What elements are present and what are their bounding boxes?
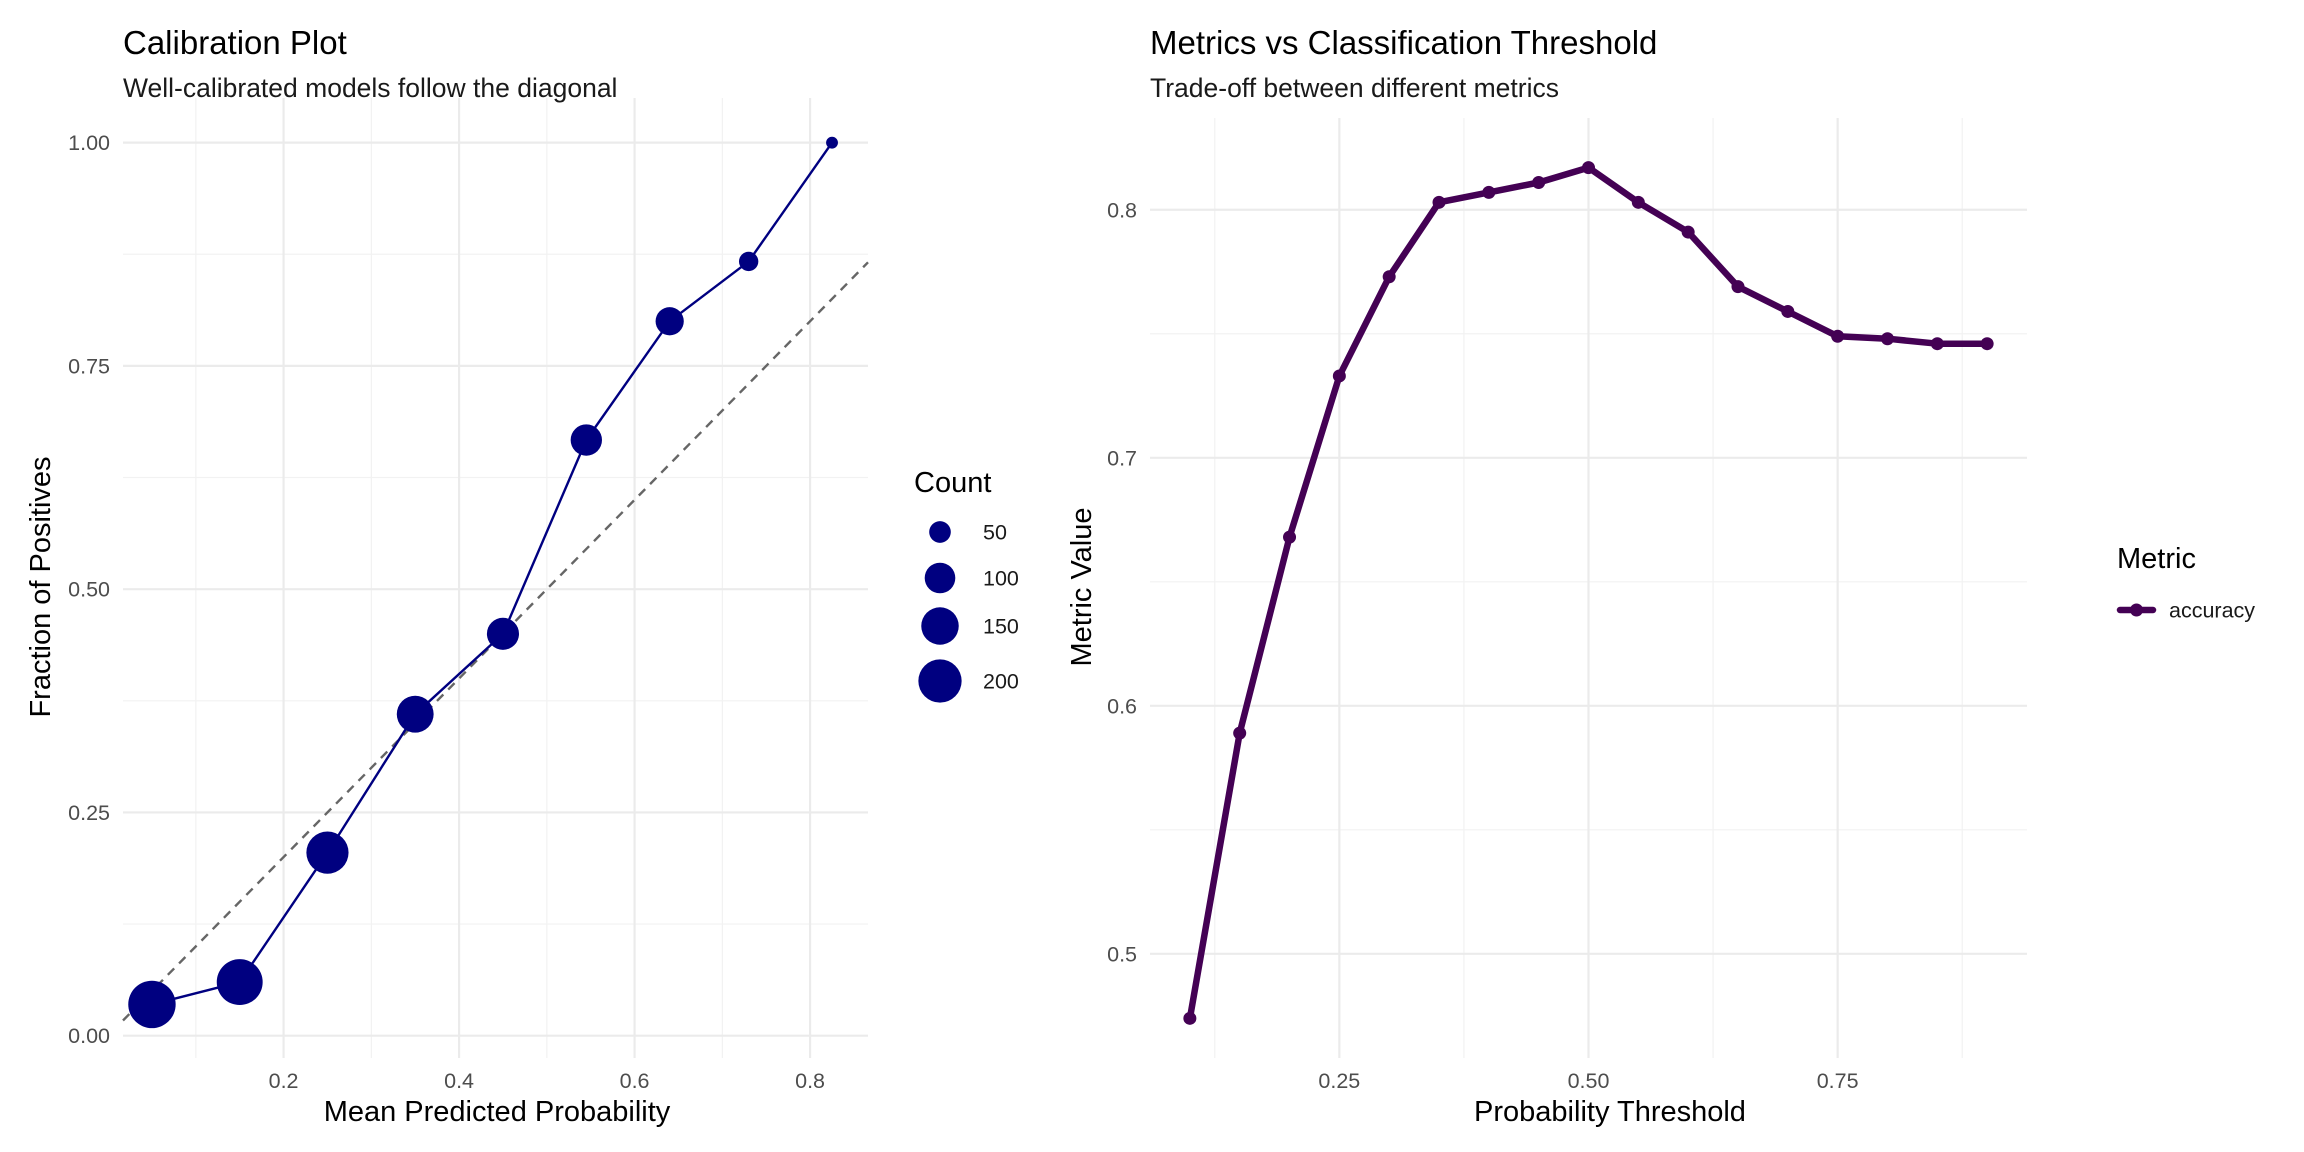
metrics-x-axis-title: Probability Threshold [1474, 1096, 1746, 1128]
x-tick-label: 0.4 [444, 1069, 474, 1093]
calibration-point [570, 424, 602, 456]
y-tick-label: 0.75 [68, 354, 110, 378]
accuracy-point [1233, 726, 1247, 740]
accuracy-point [1880, 332, 1894, 346]
metrics-plot-subtitle: Trade-off between different metrics [1150, 73, 1559, 103]
metrics-plot-title: Metrics vs Classification Threshold [1150, 24, 1657, 61]
accuracy-point [1482, 185, 1496, 199]
y-tick-label: 0.7 [1107, 446, 1137, 470]
count-legend-key [921, 607, 959, 645]
count-legend-key [918, 659, 962, 703]
metric-legend: Metric accuracy [2116, 543, 2255, 623]
metrics-x-ticks: 0.25 0.50 0.75 [1318, 1069, 1858, 1093]
count-legend-key [929, 521, 951, 543]
count-legend-title: Count [914, 467, 991, 499]
calibration-point [486, 617, 520, 650]
y-tick-label: 0.5 [1107, 942, 1137, 966]
calibration-point [826, 136, 838, 149]
accuracy-point [1382, 270, 1396, 284]
count-legend-label: 150 [983, 615, 1019, 639]
calibration-plot-subtitle: Well-calibrated models follow the diagon… [123, 73, 617, 103]
accuracy-point [1831, 329, 1845, 343]
count-legend-label: 200 [983, 670, 1019, 694]
x-tick-label: 0.2 [269, 1069, 299, 1093]
metrics-grid [1150, 118, 2027, 1058]
y-tick-label: 0.8 [1107, 198, 1137, 222]
count-legend-label: 50 [983, 521, 1007, 545]
y-tick-label: 0.00 [68, 1024, 110, 1048]
x-tick-label: 0.75 [1817, 1069, 1859, 1093]
y-tick-label: 0.6 [1107, 694, 1137, 718]
calibration-plot-title: Calibration Plot [123, 24, 347, 61]
count-legend-key [924, 562, 956, 594]
metric-legend-items: accuracy [2116, 599, 2255, 623]
y-tick-label: 0.50 [68, 578, 110, 602]
accuracy-point [1731, 280, 1745, 294]
calibration-point [306, 831, 349, 874]
metrics-series [1183, 161, 1994, 1025]
metric-legend-label: accuracy [2169, 599, 2255, 623]
calibration-point [655, 307, 684, 336]
accuracy-point [1582, 161, 1595, 175]
accuracy-point [1432, 195, 1446, 209]
metric-legend-key-point [2130, 603, 2143, 617]
accuracy-point [1980, 337, 1994, 351]
count-legend-label: 100 [983, 567, 1019, 591]
count-legend-items: 50 100 150 200 [918, 521, 1019, 703]
x-tick-label: 0.50 [1568, 1069, 1610, 1093]
calibration-y-axis-title: Fraction of Positives [25, 456, 57, 717]
accuracy-point [1781, 304, 1795, 318]
calibration-x-ticks: 0.2 0.4 0.6 0.8 [269, 1069, 825, 1093]
calibration-point [128, 980, 176, 1029]
metrics-y-ticks: 0.5 0.6 0.7 0.8 [1107, 198, 1137, 966]
accuracy-point [1332, 369, 1346, 383]
y-tick-label: 1.00 [68, 131, 110, 155]
calibration-series [128, 136, 838, 1029]
y-tick-label: 0.25 [68, 801, 110, 825]
metric-legend-title: Metric [2117, 543, 2196, 575]
x-tick-label: 0.25 [1318, 1069, 1360, 1093]
calibration-plot-panel: Calibration Plot Well-calibrated models … [25, 24, 1019, 1128]
metrics-y-axis-title: Metric Value [1066, 507, 1098, 666]
calibration-x-axis-title: Mean Predicted Probability [324, 1096, 671, 1128]
accuracy-point [1532, 175, 1546, 189]
calibration-point [738, 251, 759, 272]
accuracy-point [1283, 530, 1297, 544]
metrics-plot-panel: Metrics vs Classification Threshold Trad… [1066, 24, 2255, 1128]
accuracy-point [1183, 1011, 1197, 1025]
accuracy-point [1681, 225, 1695, 239]
calibration-point [216, 959, 263, 1006]
count-legend: Count 50 100 150 200 [914, 467, 1019, 703]
x-tick-label: 0.8 [795, 1069, 825, 1093]
accuracy-point [1631, 195, 1645, 209]
calibration-y-ticks: 0.00 0.25 0.50 0.75 1.00 [68, 131, 110, 1048]
accuracy-point [1930, 337, 1944, 351]
calibration-point [396, 695, 434, 733]
x-tick-label: 0.6 [620, 1069, 650, 1093]
